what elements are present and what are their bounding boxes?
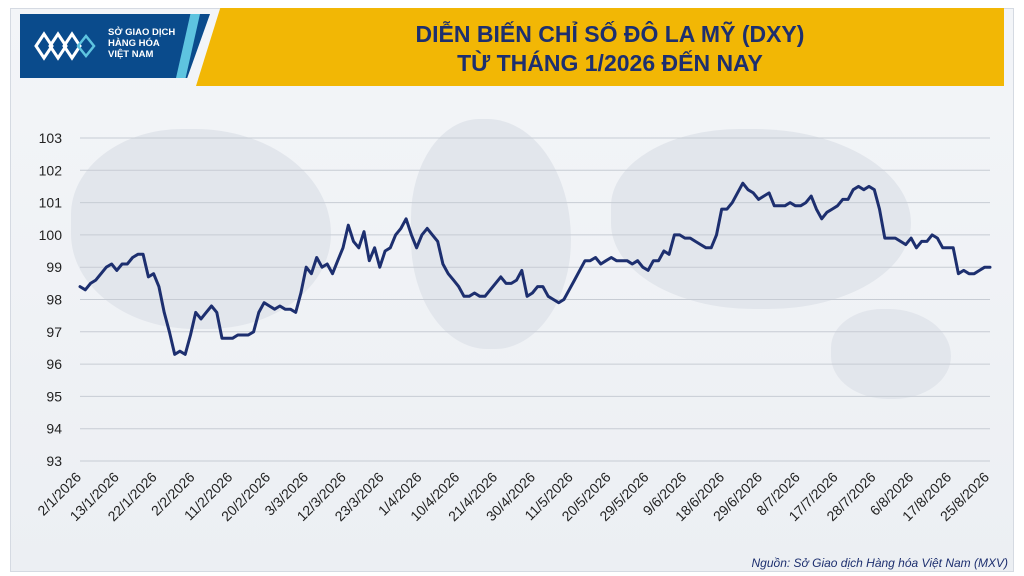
source-note: Nguồn: Sở Giao dịch Hàng hóa Việt Nam (M…: [751, 556, 1009, 570]
y-tick-label: 99: [46, 259, 62, 275]
chart-title-line1: DIỄN BIẾN CHỈ SỐ ĐÔ LA MỸ (DXY): [415, 21, 805, 47]
logo-icon: [34, 31, 96, 61]
logo-text-line2: HÀNG HÓA: [108, 38, 160, 49]
world-map-shape: [611, 129, 911, 309]
y-tick-label: 96: [46, 356, 62, 372]
world-map-shape: [831, 309, 951, 399]
y-tick-label: 102: [39, 162, 63, 178]
chart-title: DIỄN BIẾN CHỈ SỐ ĐÔ LA MỸ (DXY) TỪ THÁNG…: [230, 20, 990, 78]
y-tick-label: 97: [46, 324, 62, 340]
y-tick-label: 94: [46, 421, 62, 437]
y-tick-label: 103: [39, 130, 63, 146]
world-map-shape: [411, 119, 571, 349]
y-tick-label: 100: [39, 227, 63, 243]
logo-text-line3: VIỆT NAM: [108, 49, 154, 60]
logo-text-line1: SỞ GIAO DỊCH: [108, 27, 176, 38]
chart-frame: [10, 8, 1014, 572]
world-map-shape: [71, 129, 331, 329]
chart-title-line2: TỪ THÁNG 1/2026 ĐẾN NAY: [457, 50, 763, 76]
dxy-series-line: [78, 181, 992, 356]
y-tick-label: 93: [46, 453, 62, 469]
y-tick-label: 95: [46, 388, 62, 404]
y-tick-label: 98: [46, 292, 62, 308]
y-tick-label: 101: [39, 195, 63, 211]
logo-text: SỞ GIAO DỊCH HÀNG HÓA VIỆT NAM: [108, 27, 175, 60]
header-band: [196, 8, 1004, 86]
